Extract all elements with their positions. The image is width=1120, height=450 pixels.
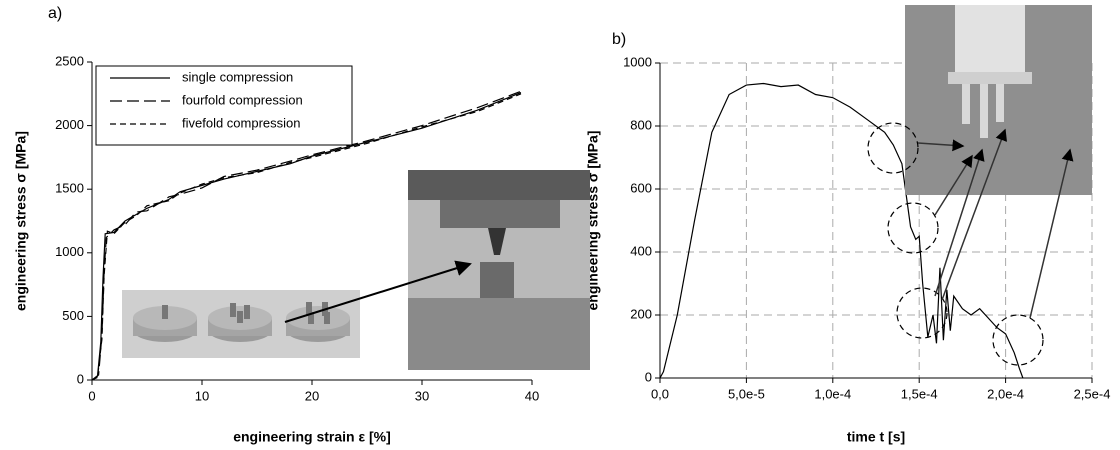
data-line: [91, 90, 522, 381]
panel: 0 500 1000 1500 2000 2500 0 10 20 30 40 engineering…: [13, 5, 540, 444]
y-tick-label: 0: [77, 371, 84, 386]
sample-photo: [122, 290, 360, 358]
y-tick-label: 400: [630, 243, 652, 258]
x-tick-label: 1,5e-4: [901, 386, 938, 401]
highlight-circles: [867, 122, 1044, 366]
data-line: [91, 93, 522, 381]
y-tick-label: 500: [62, 308, 84, 323]
legend-label: fourfold compression: [182, 92, 303, 107]
x-tick-label: 2,0e-4: [987, 386, 1024, 401]
x-tick-label: 10: [195, 388, 209, 403]
legend-box: [95, 65, 353, 146]
x-tick-label: 2,5e-4: [1074, 386, 1111, 401]
legend-label: single compression: [182, 69, 293, 84]
x-tick-label: 40: [525, 388, 539, 403]
y-tick-label: 800: [630, 117, 652, 132]
y-axis-label: engineering stress σ [MPa]: [13, 131, 29, 311]
x-tick-label: 30: [415, 388, 429, 403]
panel-label: a): [48, 5, 62, 22]
y-tick-label: 1500: [55, 181, 84, 196]
x-axis-label: engineering strain ε [%]: [233, 429, 391, 445]
legend-label: fivefold compression: [182, 115, 301, 130]
x-tick-label: 20: [305, 388, 319, 403]
x-tick-label: 5,0e-5: [728, 386, 765, 401]
y-tick-label: 0: [645, 369, 652, 384]
x-tick-label: 1,0e-4: [814, 386, 851, 401]
y-tick-label: 2000: [55, 117, 84, 132]
y-tick-label: 1000: [55, 244, 84, 259]
x-tick-label: 0,0: [651, 386, 669, 401]
y-tick-label: 2500: [55, 53, 84, 68]
specimen-photo: [905, 5, 1092, 195]
panel-label: b): [612, 31, 626, 48]
y-tick-label: 1000: [623, 54, 652, 69]
y-tick-label: 600: [630, 180, 652, 195]
x-axis-label: time t [s]: [847, 429, 905, 445]
arrows: [917, 128, 1074, 319]
y-tick-label: 200: [630, 306, 652, 321]
machine-photo: [408, 170, 590, 370]
x-tick-label: 0: [88, 388, 95, 403]
data-line: [659, 82, 1024, 379]
arrow: [284, 260, 472, 323]
